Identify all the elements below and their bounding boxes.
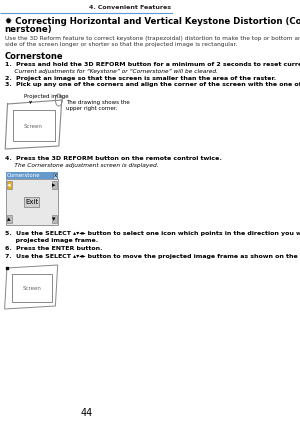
Text: Cornerstone: Cornerstone <box>4 52 63 61</box>
Text: The Cornerstone adjustment screen is displayed.: The Cornerstone adjustment screen is dis… <box>4 163 158 168</box>
FancyBboxPatch shape <box>52 215 56 223</box>
Text: ▴: ▴ <box>8 216 11 222</box>
Text: x: x <box>53 173 57 178</box>
Text: 2.  Project an image so that the screen is smaller than the area of the raster.: 2. Project an image so that the screen i… <box>4 76 276 81</box>
Text: ▸: ▸ <box>52 182 56 188</box>
Text: ▾: ▾ <box>52 216 56 222</box>
Text: Screen: Screen <box>24 125 43 129</box>
FancyBboxPatch shape <box>6 172 58 179</box>
Text: 4. Convenient Features: 4. Convenient Features <box>89 5 171 10</box>
Text: Projected image: Projected image <box>24 94 69 99</box>
Text: 7.  Use the SELECT ▴▾◂▸ button to move the projected image frame as shown on the: 7. Use the SELECT ▴▾◂▸ button to move th… <box>4 254 300 259</box>
Text: 1.  Press and hold the 3D REFORM button for a minimum of 2 seconds to reset curr: 1. Press and hold the 3D REFORM button f… <box>4 62 300 67</box>
Text: upper right corner.: upper right corner. <box>66 106 118 111</box>
Text: 3.  Pick up any one of the corners and align the corner of the screen with the o: 3. Pick up any one of the corners and al… <box>4 82 300 87</box>
Text: 44: 44 <box>80 408 93 418</box>
FancyBboxPatch shape <box>53 173 57 179</box>
Text: nerstone): nerstone) <box>4 25 52 34</box>
Text: ✹ Correcting Horizontal and Vertical Keystone Distortion (Cor-: ✹ Correcting Horizontal and Vertical Key… <box>4 17 300 26</box>
Text: The drawing shows the: The drawing shows the <box>66 100 130 105</box>
Text: Screen: Screen <box>22 287 41 292</box>
Text: ◂: ◂ <box>8 182 11 188</box>
Text: Use the 3D Reform feature to correct keystone (trapezoidal) distortion to make t: Use the 3D Reform feature to correct key… <box>4 36 300 41</box>
Text: Current adjustments for “Keystone” or “Cornerstone” will be cleared.: Current adjustments for “Keystone” or “C… <box>4 69 218 74</box>
FancyBboxPatch shape <box>6 179 58 225</box>
FancyBboxPatch shape <box>24 197 39 207</box>
FancyBboxPatch shape <box>7 215 11 223</box>
FancyBboxPatch shape <box>52 181 56 189</box>
Text: side of the screen longer or shorter so that the projected image is rectangular.: side of the screen longer or shorter so … <box>4 42 237 47</box>
Text: projected image frame.: projected image frame. <box>4 238 98 243</box>
Text: 5.  Use the SELECT ▴▾◂▸ button to select one icon which points in the direction : 5. Use the SELECT ▴▾◂▸ button to select … <box>4 231 300 236</box>
Text: 6.  Press the ENTER button.: 6. Press the ENTER button. <box>4 246 102 251</box>
Text: Cornerstone: Cornerstone <box>7 173 40 178</box>
FancyBboxPatch shape <box>7 181 11 189</box>
Text: Exit: Exit <box>25 199 38 205</box>
Text: 4.  Press the 3D REFORM button on the remote control twice.: 4. Press the 3D REFORM button on the rem… <box>4 156 221 161</box>
